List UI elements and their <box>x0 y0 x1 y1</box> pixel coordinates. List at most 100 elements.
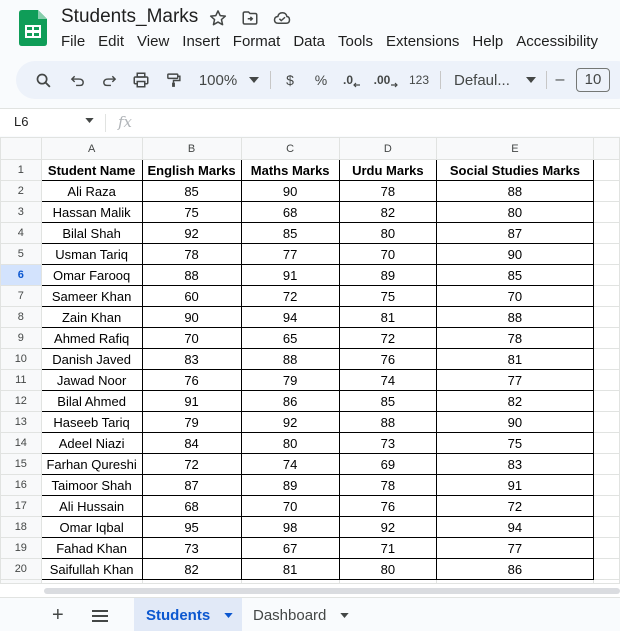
column-header-f[interactable] <box>592 137 620 160</box>
chevron-down-icon[interactable] <box>224 612 233 618</box>
column-header-c[interactable]: C <box>240 137 340 160</box>
cell[interactable]: Taimoor Shah <box>40 474 143 496</box>
menu-edit[interactable]: Edit <box>98 33 125 50</box>
cell[interactable]: 91 <box>240 264 340 286</box>
cell[interactable]: 77 <box>435 369 594 391</box>
cell[interactable]: 82 <box>435 390 594 412</box>
empty-cell[interactable] <box>592 558 620 580</box>
row-header[interactable]: 20 <box>0 558 42 580</box>
cell[interactable]: 78 <box>338 474 437 496</box>
cell[interactable]: Saifullah Khan <box>40 558 143 580</box>
row-header[interactable]: 12 <box>0 390 42 412</box>
row-header[interactable]: 2 <box>0 180 42 202</box>
menu-file[interactable]: File <box>61 33 86 50</box>
cell[interactable]: 75 <box>435 432 594 454</box>
cell[interactable]: 90 <box>240 180 340 202</box>
menu-help[interactable]: Help <box>472 33 504 50</box>
decrease-decimal-button[interactable]: .0 <box>340 61 364 99</box>
cell[interactable]: 72 <box>435 495 594 517</box>
empty-cell[interactable] <box>592 306 620 328</box>
sheets-logo-icon[interactable] <box>19 10 47 46</box>
cell[interactable]: 87 <box>141 474 242 496</box>
cell[interactable]: 69 <box>338 453 437 475</box>
cell[interactable]: 85 <box>338 390 437 412</box>
column-header-b[interactable]: B <box>141 137 242 160</box>
redo-icon[interactable] <box>96 61 122 99</box>
cell[interactable]: 98 <box>240 516 340 538</box>
font-select[interactable]: Defaul... <box>450 61 540 99</box>
cell[interactable]: 72 <box>240 285 340 307</box>
empty-cell[interactable] <box>592 369 620 391</box>
cell[interactable]: 77 <box>240 243 340 265</box>
column-title-cell[interactable]: Student Name <box>40 159 143 181</box>
cell[interactable]: 78 <box>435 327 594 349</box>
cell[interactable]: 80 <box>240 432 340 454</box>
cell[interactable]: 94 <box>435 516 594 538</box>
decrease-font-size-button[interactable]: – <box>555 71 565 88</box>
cell[interactable]: 90 <box>435 411 594 433</box>
empty-cell[interactable] <box>592 180 620 202</box>
row-header[interactable]: 5 <box>0 243 42 265</box>
all-sheets-menu-icon[interactable] <box>92 610 108 622</box>
cell[interactable]: 85 <box>141 180 242 202</box>
cell[interactable]: 92 <box>141 222 242 244</box>
cell[interactable]: 77 <box>435 537 594 559</box>
row-header[interactable]: 10 <box>0 348 42 370</box>
cell[interactable]: Farhan Qureshi <box>40 453 143 475</box>
more-formats-button[interactable]: 123 <box>408 73 430 87</box>
zoom-select[interactable]: 100% <box>194 61 264 99</box>
cloud-status-icon[interactable] <box>272 8 292 28</box>
row-header[interactable]: 15 <box>0 453 42 475</box>
cell[interactable]: 79 <box>141 411 242 433</box>
cell[interactable]: 92 <box>240 411 340 433</box>
cell[interactable]: 81 <box>338 306 437 328</box>
row-header[interactable]: 4 <box>0 222 42 244</box>
cell[interactable]: 74 <box>338 369 437 391</box>
cell[interactable]: 88 <box>435 306 594 328</box>
name-box[interactable]: L6 <box>14 114 29 129</box>
cell[interactable]: 68 <box>141 495 242 517</box>
cell[interactable]: 94 <box>240 306 340 328</box>
cell[interactable]: Ali Hussain <box>40 495 143 517</box>
empty-cell[interactable] <box>592 411 620 433</box>
currency-format-button[interactable]: $ <box>286 72 294 88</box>
cell[interactable]: 80 <box>338 558 437 580</box>
row-header[interactable]: 8 <box>0 306 42 328</box>
sheet-tab-dashboard[interactable]: Dashboard <box>253 598 350 631</box>
cell[interactable]: 83 <box>435 453 594 475</box>
cell[interactable]: 92 <box>338 516 437 538</box>
print-icon[interactable] <box>128 61 154 99</box>
cell[interactable]: 86 <box>240 390 340 412</box>
undo-icon[interactable] <box>64 61 90 99</box>
menu-data[interactable]: Data <box>293 33 325 50</box>
column-title-cell[interactable]: Maths Marks <box>240 159 340 181</box>
row-header[interactable]: 11 <box>0 369 42 391</box>
cell[interactable]: 70 <box>435 285 594 307</box>
cell[interactable]: 71 <box>338 537 437 559</box>
row-header[interactable]: 16 <box>0 474 42 496</box>
cell[interactable]: Omar Iqbal <box>40 516 143 538</box>
empty-cell[interactable] <box>592 432 620 454</box>
cell[interactable]: 70 <box>338 243 437 265</box>
empty-cell[interactable] <box>338 579 437 583</box>
move-to-folder-icon[interactable] <box>240 8 260 28</box>
cell[interactable]: 80 <box>435 201 594 223</box>
chevron-down-icon[interactable] <box>85 118 94 123</box>
empty-cell[interactable] <box>592 327 620 349</box>
cell[interactable]: Bilal Shah <box>40 222 143 244</box>
cell[interactable]: Fahad Khan <box>40 537 143 559</box>
cell[interactable]: Haseeb Tariq <box>40 411 143 433</box>
cell[interactable]: 72 <box>141 453 242 475</box>
cell[interactable]: 90 <box>141 306 242 328</box>
cell[interactable]: 70 <box>141 327 242 349</box>
column-header-e[interactable]: E <box>435 137 594 160</box>
cell[interactable]: 86 <box>435 558 594 580</box>
cell[interactable]: 89 <box>338 264 437 286</box>
horizontal-scrollbar[interactable] <box>0 583 620 597</box>
cell[interactable]: 67 <box>240 537 340 559</box>
scrollbar-thumb[interactable] <box>44 588 620 594</box>
column-title-cell[interactable]: Urdu Marks <box>338 159 437 181</box>
spreadsheet-grid[interactable]: A B C D E 1 Student Name English Marks Math… <box>0 137 620 583</box>
cell[interactable]: 73 <box>338 432 437 454</box>
increase-decimal-button[interactable]: .00 <box>372 61 400 99</box>
